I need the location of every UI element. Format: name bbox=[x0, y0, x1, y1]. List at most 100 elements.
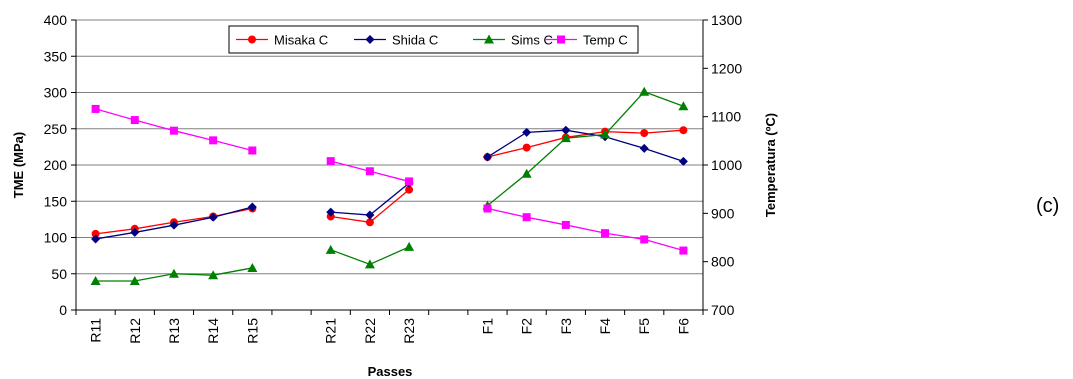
data-point bbox=[248, 35, 256, 44]
data-point bbox=[405, 185, 414, 194]
series-temp-c bbox=[91, 104, 688, 255]
data-point bbox=[639, 143, 649, 153]
data-point bbox=[90, 276, 101, 285]
x-tick-label: F6 bbox=[675, 318, 691, 335]
data-point bbox=[365, 167, 374, 176]
series-misaka-c bbox=[91, 126, 688, 238]
y-tick-label: 400 bbox=[44, 12, 68, 28]
data-point bbox=[640, 235, 649, 244]
data-point bbox=[91, 104, 100, 113]
y2-tick-label: 800 bbox=[711, 254, 735, 270]
x-tick-label: R14 bbox=[205, 318, 221, 344]
data-point bbox=[678, 101, 689, 111]
data-point bbox=[601, 229, 610, 238]
x-tick-label: F2 bbox=[519, 318, 535, 335]
legend: Misaka C Shida C Sims C Temp C bbox=[228, 25, 639, 54]
data-point bbox=[639, 86, 650, 96]
x-tick-labels: R11 R12 R13 R14 R15 R21 R22 R23 F1 F2 F3 F4 F5 F6 bbox=[88, 318, 692, 344]
data-point bbox=[560, 133, 571, 143]
data-point bbox=[169, 126, 178, 135]
data-point bbox=[404, 241, 415, 251]
data-point bbox=[557, 35, 565, 44]
data-point bbox=[129, 276, 140, 285]
data-point bbox=[484, 34, 494, 44]
panel-label: (c) bbox=[1036, 195, 1060, 217]
y2-tick-label: 1300 bbox=[711, 12, 742, 28]
legend-label: Misaka C bbox=[274, 33, 328, 48]
data-point bbox=[247, 262, 258, 272]
x-tick-label: R22 bbox=[362, 318, 378, 344]
x-tick-label: R23 bbox=[401, 318, 417, 344]
gridlines bbox=[76, 19, 703, 275]
data-point bbox=[600, 129, 611, 139]
data-point bbox=[208, 270, 219, 280]
y2-tick-label: 1100 bbox=[711, 109, 741, 125]
y2-tick-label: 1000 bbox=[711, 157, 742, 173]
data-point bbox=[130, 116, 139, 125]
y-tick-labels: 0 50 100 150 200 250 300 350 400 bbox=[44, 12, 68, 318]
data-point bbox=[483, 204, 492, 213]
data-point bbox=[365, 218, 374, 227]
y-tick-label: 200 bbox=[44, 157, 68, 173]
data-point bbox=[325, 244, 336, 254]
data-point bbox=[209, 136, 218, 145]
y-tick-label: 250 bbox=[44, 121, 68, 137]
data-point bbox=[679, 246, 688, 255]
data-point bbox=[405, 177, 414, 186]
series-shida-c bbox=[91, 125, 688, 244]
data-point bbox=[364, 259, 375, 269]
data-point bbox=[561, 220, 570, 229]
y2-tick-label: 1200 bbox=[711, 60, 742, 76]
y-tick-label: 100 bbox=[44, 230, 68, 246]
series-sims-c bbox=[90, 86, 689, 285]
data-point bbox=[169, 220, 179, 230]
series-line bbox=[487, 207, 684, 252]
y-tick-label: 150 bbox=[44, 193, 68, 209]
x-tick-label: F3 bbox=[558, 318, 574, 335]
data-point bbox=[482, 152, 492, 162]
y-tick-label: 50 bbox=[51, 266, 67, 282]
data-point bbox=[678, 156, 688, 166]
data-point bbox=[326, 157, 335, 166]
data-point bbox=[365, 35, 375, 44]
axes bbox=[71, 19, 708, 315]
legend-box bbox=[228, 25, 639, 54]
data-point bbox=[248, 146, 257, 155]
series-layer bbox=[90, 86, 689, 285]
y-tick-label: 350 bbox=[44, 48, 68, 64]
x-tick-label: R11 bbox=[88, 318, 104, 343]
y-axis-title: TME (MPa) bbox=[11, 132, 26, 198]
data-point bbox=[91, 234, 101, 244]
x-tick-label: R12 bbox=[127, 318, 143, 344]
y-tick-label: 0 bbox=[59, 302, 67, 318]
data-point bbox=[679, 126, 688, 135]
data-point bbox=[521, 168, 532, 178]
y2-tick-label: 700 bbox=[711, 302, 735, 318]
data-point bbox=[247, 202, 257, 212]
y2-tick-labels: 700 800 900 1000 1100 1200 1300 bbox=[711, 12, 742, 318]
series-line bbox=[487, 129, 684, 158]
x-tick-label: R13 bbox=[166, 318, 182, 344]
data-point bbox=[365, 210, 375, 220]
y-tick-label: 300 bbox=[44, 85, 68, 101]
data-point bbox=[522, 143, 531, 152]
y2-axis-title: Temperatura (ºC) bbox=[763, 113, 778, 217]
x-tick-label: F1 bbox=[479, 318, 495, 335]
data-point bbox=[168, 268, 179, 278]
x-tick-label: R21 bbox=[323, 318, 339, 344]
data-point bbox=[561, 125, 571, 135]
data-point bbox=[130, 227, 140, 237]
data-point bbox=[640, 129, 649, 138]
x-axis-title: Passes bbox=[368, 364, 413, 379]
series-line bbox=[487, 129, 684, 162]
x-tick-label: R15 bbox=[244, 318, 260, 344]
data-point bbox=[91, 229, 100, 238]
legend-label: Sims C bbox=[511, 33, 553, 48]
data-point bbox=[326, 207, 336, 217]
legend-label: Temp C bbox=[583, 33, 628, 48]
data-point bbox=[522, 213, 531, 222]
data-point bbox=[522, 127, 532, 137]
x-tick-label: F4 bbox=[597, 318, 613, 335]
legend-label: Shida C bbox=[392, 33, 438, 48]
